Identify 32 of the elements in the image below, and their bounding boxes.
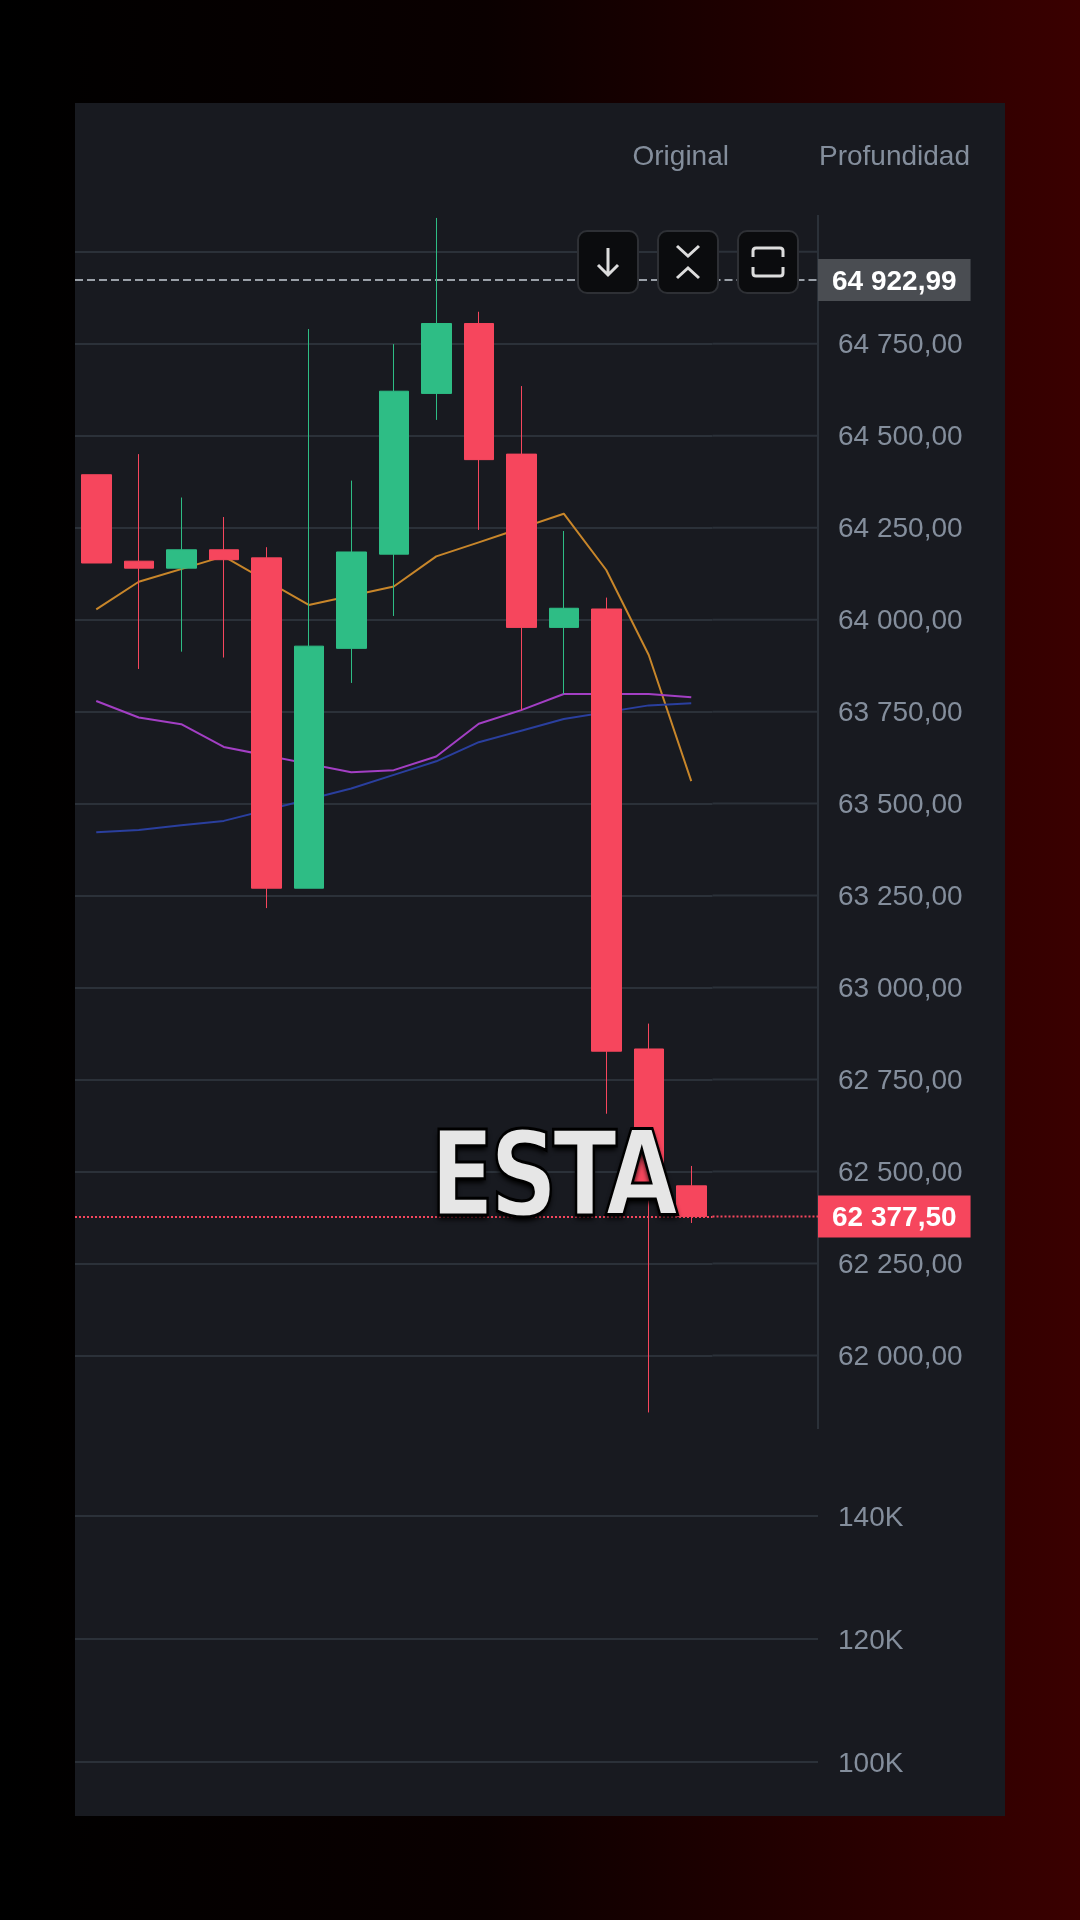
candlestick [81,474,112,564]
candlestick [294,328,324,889]
y-tick-label: 63 750,00 [838,696,963,728]
y-tick-label: 64 000,00 [838,604,963,636]
candlestick [166,497,197,653]
candlestick [251,546,282,909]
y-tick-label: 64 250,00 [838,512,963,544]
text: 100K [838,1746,904,1778]
candlestick [421,217,452,421]
text: Profundidad [818,140,970,172]
candlestick [464,311,494,531]
y-tick-label: 62 250,00 [838,1247,963,1279]
candlestick [506,385,537,711]
candlestick [336,480,367,684]
y-tick-label: 64 750,00 [838,328,963,360]
text: 140K [838,1500,904,1532]
y-tick-label: 63 500,00 [838,788,963,820]
ref-line-label: 62 377,50 [832,1201,957,1233]
candlestick [379,343,409,617]
candlestick [549,530,579,695]
y-tick-label: 63 250,00 [838,880,963,912]
y-tick-label: 63 000,00 [838,972,963,1004]
y-tick-label: 64 500,00 [838,420,963,452]
y-tick-label: 62 500,00 [838,1155,963,1187]
y-tick-label: 62 750,00 [838,1064,963,1096]
ref-line-label: 64 922,99 [832,264,957,296]
candlestick [209,516,239,659]
candlestick [124,453,154,670]
text: Original [632,140,729,172]
text: 120K [838,1623,904,1655]
y-tick-label: 62 000,00 [838,1339,963,1371]
candlestick [591,597,622,1115]
